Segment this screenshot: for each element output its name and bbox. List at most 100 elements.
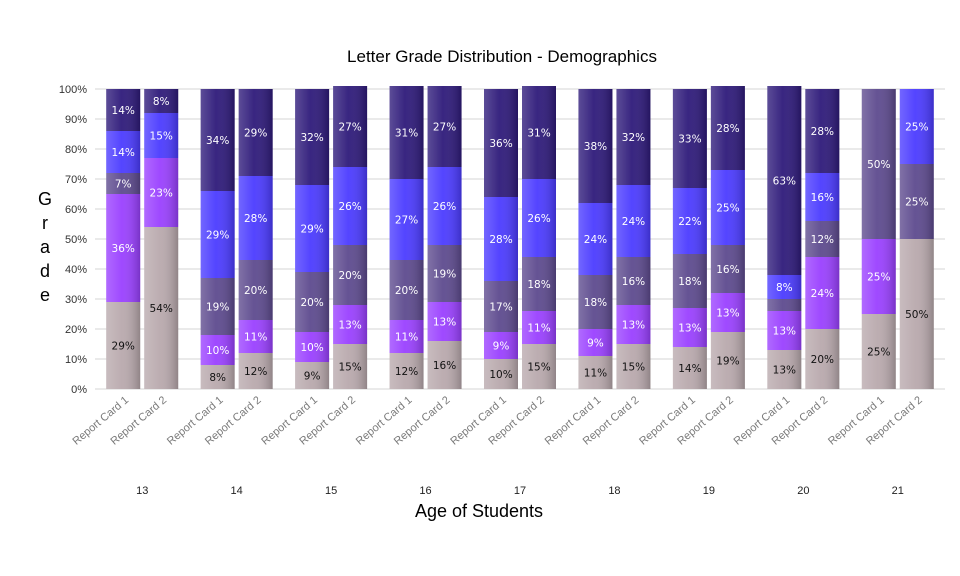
data-label: 16%: [811, 192, 834, 204]
data-label: 10%: [489, 369, 512, 381]
data-label: 11%: [527, 323, 550, 335]
bar-segment-sheen: [861, 314, 896, 389]
bar-segment-sheen: [144, 113, 179, 158]
data-label: 32%: [300, 132, 323, 144]
data-label: 11%: [584, 368, 607, 380]
bar-segment-sheen: [578, 275, 613, 329]
bar-segment-sheen: [238, 320, 273, 353]
bar-segment-sheen: [522, 311, 556, 344]
bar-segment-sheen: [295, 272, 330, 332]
data-label: 13%: [773, 326, 796, 338]
bar-segment-sheen: [767, 275, 802, 299]
bar-segment-sheen: [427, 245, 462, 302]
data-label: 27%: [395, 215, 418, 227]
bar-segment-sheen: [389, 320, 424, 353]
bar-segment-sheen: [238, 353, 273, 389]
data-label: 9%: [304, 371, 321, 383]
bar-segment-sheen: [238, 89, 273, 176]
x-axis-group-labels: 13 14 15 16 17 18 19 20 21: [136, 485, 904, 497]
data-label: 13%: [678, 323, 701, 335]
data-label: 9%: [587, 338, 604, 350]
data-label: 31%: [527, 128, 550, 140]
bar-segment-sheen: [106, 194, 141, 302]
bar-segment-sheen: [106, 302, 141, 389]
bar-segment-sheen: [144, 227, 179, 389]
chart-title: Letter Grade Distribution - Demographics: [347, 47, 657, 66]
bar-segment-sheen: [616, 185, 651, 257]
group-label: 20: [797, 485, 809, 497]
bar-segment-sheen: [861, 89, 896, 239]
group-label: 15: [325, 485, 337, 497]
bar-segment-sheen: [710, 86, 745, 170]
gridlines: [95, 88, 945, 390]
bar-segment-sheen: [805, 221, 840, 257]
bar-segment-sheen: [672, 308, 707, 347]
bar-segment-sheen: [616, 344, 651, 389]
y-tick-label: 50%: [65, 234, 87, 246]
data-label: 9%: [493, 341, 510, 353]
data-label: 50%: [905, 309, 928, 321]
data-label: 24%: [584, 234, 607, 246]
y-tick-label: 10%: [65, 354, 87, 366]
data-label: 13%: [433, 317, 456, 329]
bar-segment-sheen: [333, 167, 368, 245]
bar-segment-sheen: [295, 332, 330, 362]
data-label: 10%: [300, 342, 323, 354]
data-label: 19%: [433, 269, 456, 281]
y-axis-ticks: 0% 10% 20% 30% 40% 50% 60% 70% 80% 90% 100%: [59, 84, 87, 396]
data-label: 28%: [716, 123, 739, 135]
bar-segment-sheen: [238, 176, 273, 260]
y-tick-label: 30%: [65, 294, 87, 306]
data-label: 18%: [584, 297, 607, 309]
data-label: 34%: [206, 135, 229, 147]
data-label: 29%: [206, 230, 229, 242]
bar-segment-sheen: [899, 89, 934, 164]
data-label: 63%: [773, 176, 796, 188]
y-tick-label: 20%: [65, 324, 87, 336]
data-label: 28%: [489, 234, 512, 246]
data-label: 54%: [150, 303, 173, 315]
data-label: 22%: [678, 216, 701, 228]
bar-segment-sheen: [710, 293, 745, 332]
bar-segment-sheen: [295, 185, 330, 272]
bar-segment-sheen: [484, 89, 518, 197]
data-label: 13%: [773, 365, 796, 377]
data-label: 12%: [811, 234, 834, 246]
bar-segment-sheen: [672, 89, 707, 188]
bar-segment-sheen: [333, 344, 368, 389]
y-tick-label: 0%: [71, 384, 87, 396]
bar-segment-sheen: [672, 254, 707, 308]
bar-segment-sheen: [200, 191, 235, 278]
bar-segment-sheen: [200, 335, 235, 365]
bar-segment-sheen: [427, 341, 462, 389]
data-label: 50%: [867, 159, 890, 171]
data-label: 20%: [811, 354, 834, 366]
bar-segment-sheen: [767, 86, 802, 275]
data-label: 13%: [622, 320, 645, 332]
data-label: 15%: [622, 362, 645, 374]
bar-segment-sheen: [333, 86, 368, 167]
bar-segment-sheen: [522, 86, 556, 179]
bar-segment-sheen: [144, 158, 179, 227]
bar-segment-sheen: [710, 245, 745, 293]
y-tick-label: 70%: [65, 174, 87, 186]
data-label: 20%: [395, 285, 418, 297]
bar-segment-sheen: [522, 179, 556, 257]
y-tick-label: 40%: [65, 264, 87, 276]
bar-segment-sheen: [710, 332, 745, 389]
bar-segment-sheen: [522, 344, 556, 389]
bar-segment-sheen: [389, 86, 424, 179]
data-label: 38%: [584, 141, 607, 153]
data-label: 20%: [244, 285, 267, 297]
bar-segment-sheen: [106, 131, 141, 173]
data-label: 25%: [905, 197, 928, 209]
bar-segment-sheen: [616, 257, 651, 305]
x-axis-title: Age of Students: [415, 501, 543, 521]
bar-segment-sheen: [427, 302, 462, 341]
bar-segment-sheen: [333, 245, 368, 305]
group-label: 19: [703, 485, 715, 497]
data-label: 18%: [678, 276, 701, 288]
data-label: 27%: [338, 122, 361, 134]
data-label: 12%: [395, 366, 418, 378]
